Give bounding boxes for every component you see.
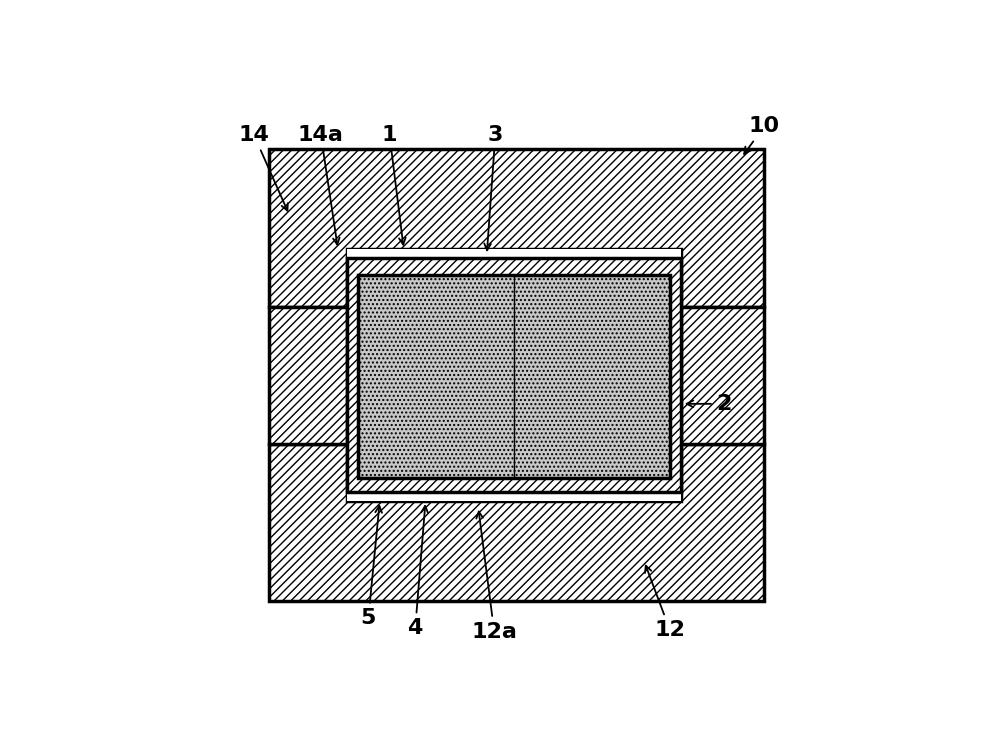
Text: 14: 14	[238, 125, 288, 210]
Polygon shape	[269, 149, 764, 307]
Text: 1: 1	[382, 125, 406, 244]
Polygon shape	[681, 307, 764, 444]
Text: 4: 4	[408, 506, 428, 638]
Polygon shape	[269, 307, 347, 444]
Bar	[347, 250, 681, 501]
Text: 10: 10	[744, 117, 780, 154]
Text: 5: 5	[361, 506, 382, 629]
Text: 3: 3	[484, 125, 503, 250]
Bar	[347, 258, 681, 493]
Text: 14a: 14a	[298, 125, 344, 244]
Text: 12: 12	[645, 565, 685, 640]
Text: 2: 2	[687, 394, 732, 414]
Polygon shape	[269, 444, 764, 601]
Text: 12a: 12a	[471, 512, 517, 641]
Bar	[358, 275, 670, 478]
